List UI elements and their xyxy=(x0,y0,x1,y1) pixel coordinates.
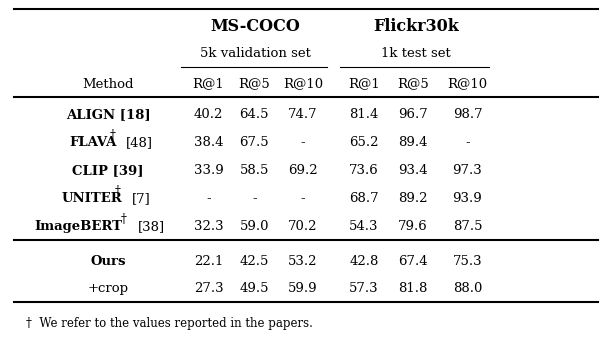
Text: Ours: Ours xyxy=(90,255,125,268)
Text: 89.4: 89.4 xyxy=(398,136,427,149)
Text: +crop: +crop xyxy=(88,282,129,295)
Text: †: † xyxy=(110,129,116,142)
Text: -: - xyxy=(300,192,305,205)
Text: 32.3: 32.3 xyxy=(194,220,223,233)
Text: †: † xyxy=(121,213,126,226)
Text: 70.2: 70.2 xyxy=(288,220,318,233)
Text: †  We refer to the values reported in the papers.: † We refer to the values reported in the… xyxy=(26,317,313,330)
Text: MS-COCO: MS-COCO xyxy=(211,18,300,35)
Text: 89.2: 89.2 xyxy=(398,192,427,205)
Text: 59.9: 59.9 xyxy=(288,282,318,295)
Text: 64.5: 64.5 xyxy=(239,108,269,121)
Text: 40.2: 40.2 xyxy=(194,108,223,121)
Text: -: - xyxy=(206,192,211,205)
Text: 67.5: 67.5 xyxy=(239,136,269,149)
Text: R@1: R@1 xyxy=(348,78,380,90)
Text: 65.2: 65.2 xyxy=(349,136,379,149)
Text: 97.3: 97.3 xyxy=(452,164,482,177)
Text: R@1: R@1 xyxy=(193,78,225,90)
Text: 81.4: 81.4 xyxy=(349,108,379,121)
Text: 93.4: 93.4 xyxy=(398,164,427,177)
Text: 98.7: 98.7 xyxy=(453,108,482,121)
Text: CLIP [39]: CLIP [39] xyxy=(72,164,144,177)
Text: 27.3: 27.3 xyxy=(194,282,223,295)
Text: R@5: R@5 xyxy=(397,78,428,90)
Text: UNITER: UNITER xyxy=(61,192,122,205)
Text: 73.6: 73.6 xyxy=(349,164,379,177)
Text: 53.2: 53.2 xyxy=(288,255,318,268)
Text: †: † xyxy=(114,185,120,198)
Text: 59.0: 59.0 xyxy=(239,220,269,233)
Text: 42.5: 42.5 xyxy=(239,255,269,268)
Text: -: - xyxy=(252,192,256,205)
Text: ImageBERT: ImageBERT xyxy=(35,220,123,233)
Text: 42.8: 42.8 xyxy=(349,255,379,268)
Text: Method: Method xyxy=(82,78,134,90)
Text: 33.9: 33.9 xyxy=(193,164,223,177)
Text: 67.4: 67.4 xyxy=(398,255,427,268)
Text: 1k test set: 1k test set xyxy=(381,47,450,60)
Text: 68.7: 68.7 xyxy=(349,192,379,205)
Text: 79.6: 79.6 xyxy=(398,220,428,233)
Text: -: - xyxy=(465,136,470,149)
Text: 49.5: 49.5 xyxy=(239,282,269,295)
Text: 22.1: 22.1 xyxy=(194,255,223,268)
Text: 54.3: 54.3 xyxy=(349,220,379,233)
Text: 58.5: 58.5 xyxy=(239,164,269,177)
Text: Flickr30k: Flickr30k xyxy=(373,18,458,35)
Text: R@5: R@5 xyxy=(238,78,270,90)
Text: 69.2: 69.2 xyxy=(288,164,318,177)
Text: [48]: [48] xyxy=(126,136,153,149)
Text: 38.4: 38.4 xyxy=(194,136,223,149)
Text: 93.9: 93.9 xyxy=(452,192,482,205)
Text: 5k validation set: 5k validation set xyxy=(200,47,311,60)
Text: [7]: [7] xyxy=(132,192,151,205)
Text: [38]: [38] xyxy=(138,220,165,233)
Text: FLAVA: FLAVA xyxy=(69,136,116,149)
Text: R@10: R@10 xyxy=(447,78,488,90)
Text: 87.5: 87.5 xyxy=(453,220,482,233)
Text: 81.8: 81.8 xyxy=(398,282,427,295)
Text: 88.0: 88.0 xyxy=(453,282,482,295)
Text: 74.7: 74.7 xyxy=(288,108,318,121)
Text: 96.7: 96.7 xyxy=(398,108,428,121)
Text: R@10: R@10 xyxy=(283,78,323,90)
Text: -: - xyxy=(300,136,305,149)
Text: 57.3: 57.3 xyxy=(349,282,379,295)
Text: ALIGN [18]: ALIGN [18] xyxy=(65,108,151,121)
Text: 75.3: 75.3 xyxy=(453,255,482,268)
